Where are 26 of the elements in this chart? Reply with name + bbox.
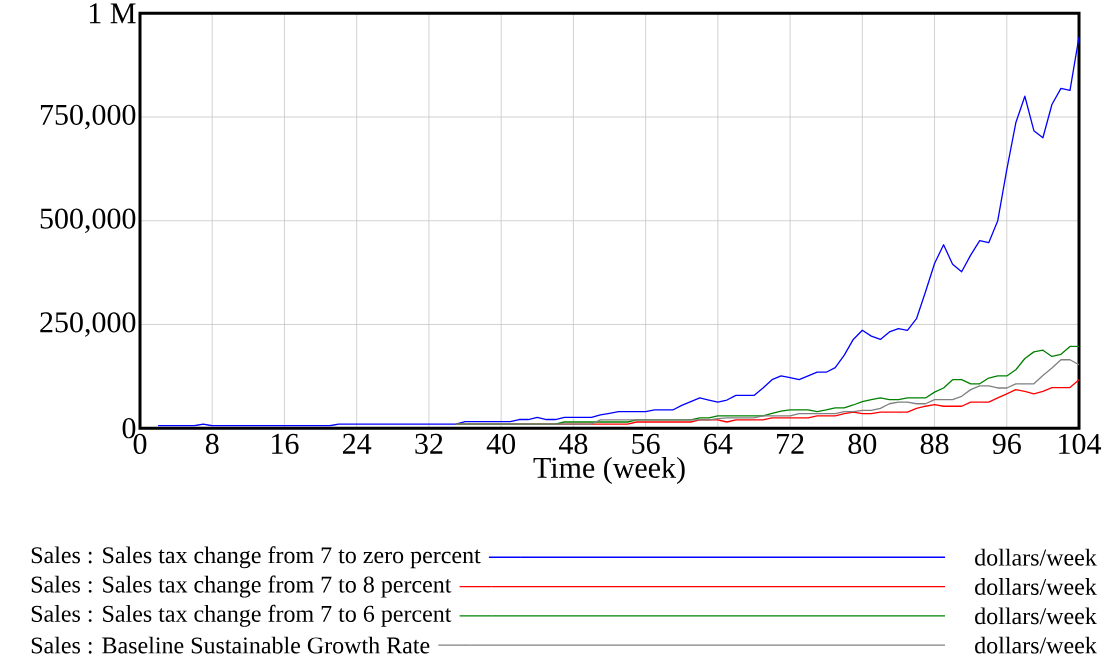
- legend-label: Sales : Sales tax change from 7 to zero percent: [31, 546, 481, 569]
- text: dollars/week: [975, 577, 1097, 595]
- x-tick-label: 88: [920, 433, 949, 454]
- y-tick-label: 250,000: [40, 312, 136, 337]
- y-tick-label: 1 M: [89, 3, 136, 24]
- x-tick-label: 56: [632, 433, 660, 454]
- x-tick-label: 32: [415, 433, 443, 454]
- x-tick-label: 40: [486, 433, 516, 454]
- text: dollars/week: [975, 607, 1097, 625]
- y-tick-label: 750,000: [40, 104, 136, 130]
- x-tick-label: 16: [272, 433, 299, 454]
- legend-label: Sales : Baseline Sustainable Growth Rate: [31, 636, 430, 654]
- x-tick-label: 80: [848, 433, 877, 454]
- x-tick-label: 64: [704, 433, 733, 454]
- x-tick-label: 24: [343, 433, 372, 454]
- x-tick-label: 104: [1059, 433, 1102, 454]
- x-tick-label: 72: [777, 433, 804, 454]
- x-tick-label: 48: [558, 433, 588, 454]
- y-tick-label: 500,000: [40, 208, 136, 233]
- text: dollars/week: [975, 548, 1097, 566]
- legend-label: Sales : Sales tax change from 7 to 6 percent: [31, 604, 452, 627]
- x-tick-label: 8: [205, 433, 219, 454]
- legend-label: Sales : Sales tax change from 7 to 8 percent: [31, 575, 452, 598]
- text: dollars/week: [975, 636, 1097, 654]
- x-tick-label: 96: [992, 433, 1021, 454]
- x-axis-title: Time (week): [533, 456, 685, 484]
